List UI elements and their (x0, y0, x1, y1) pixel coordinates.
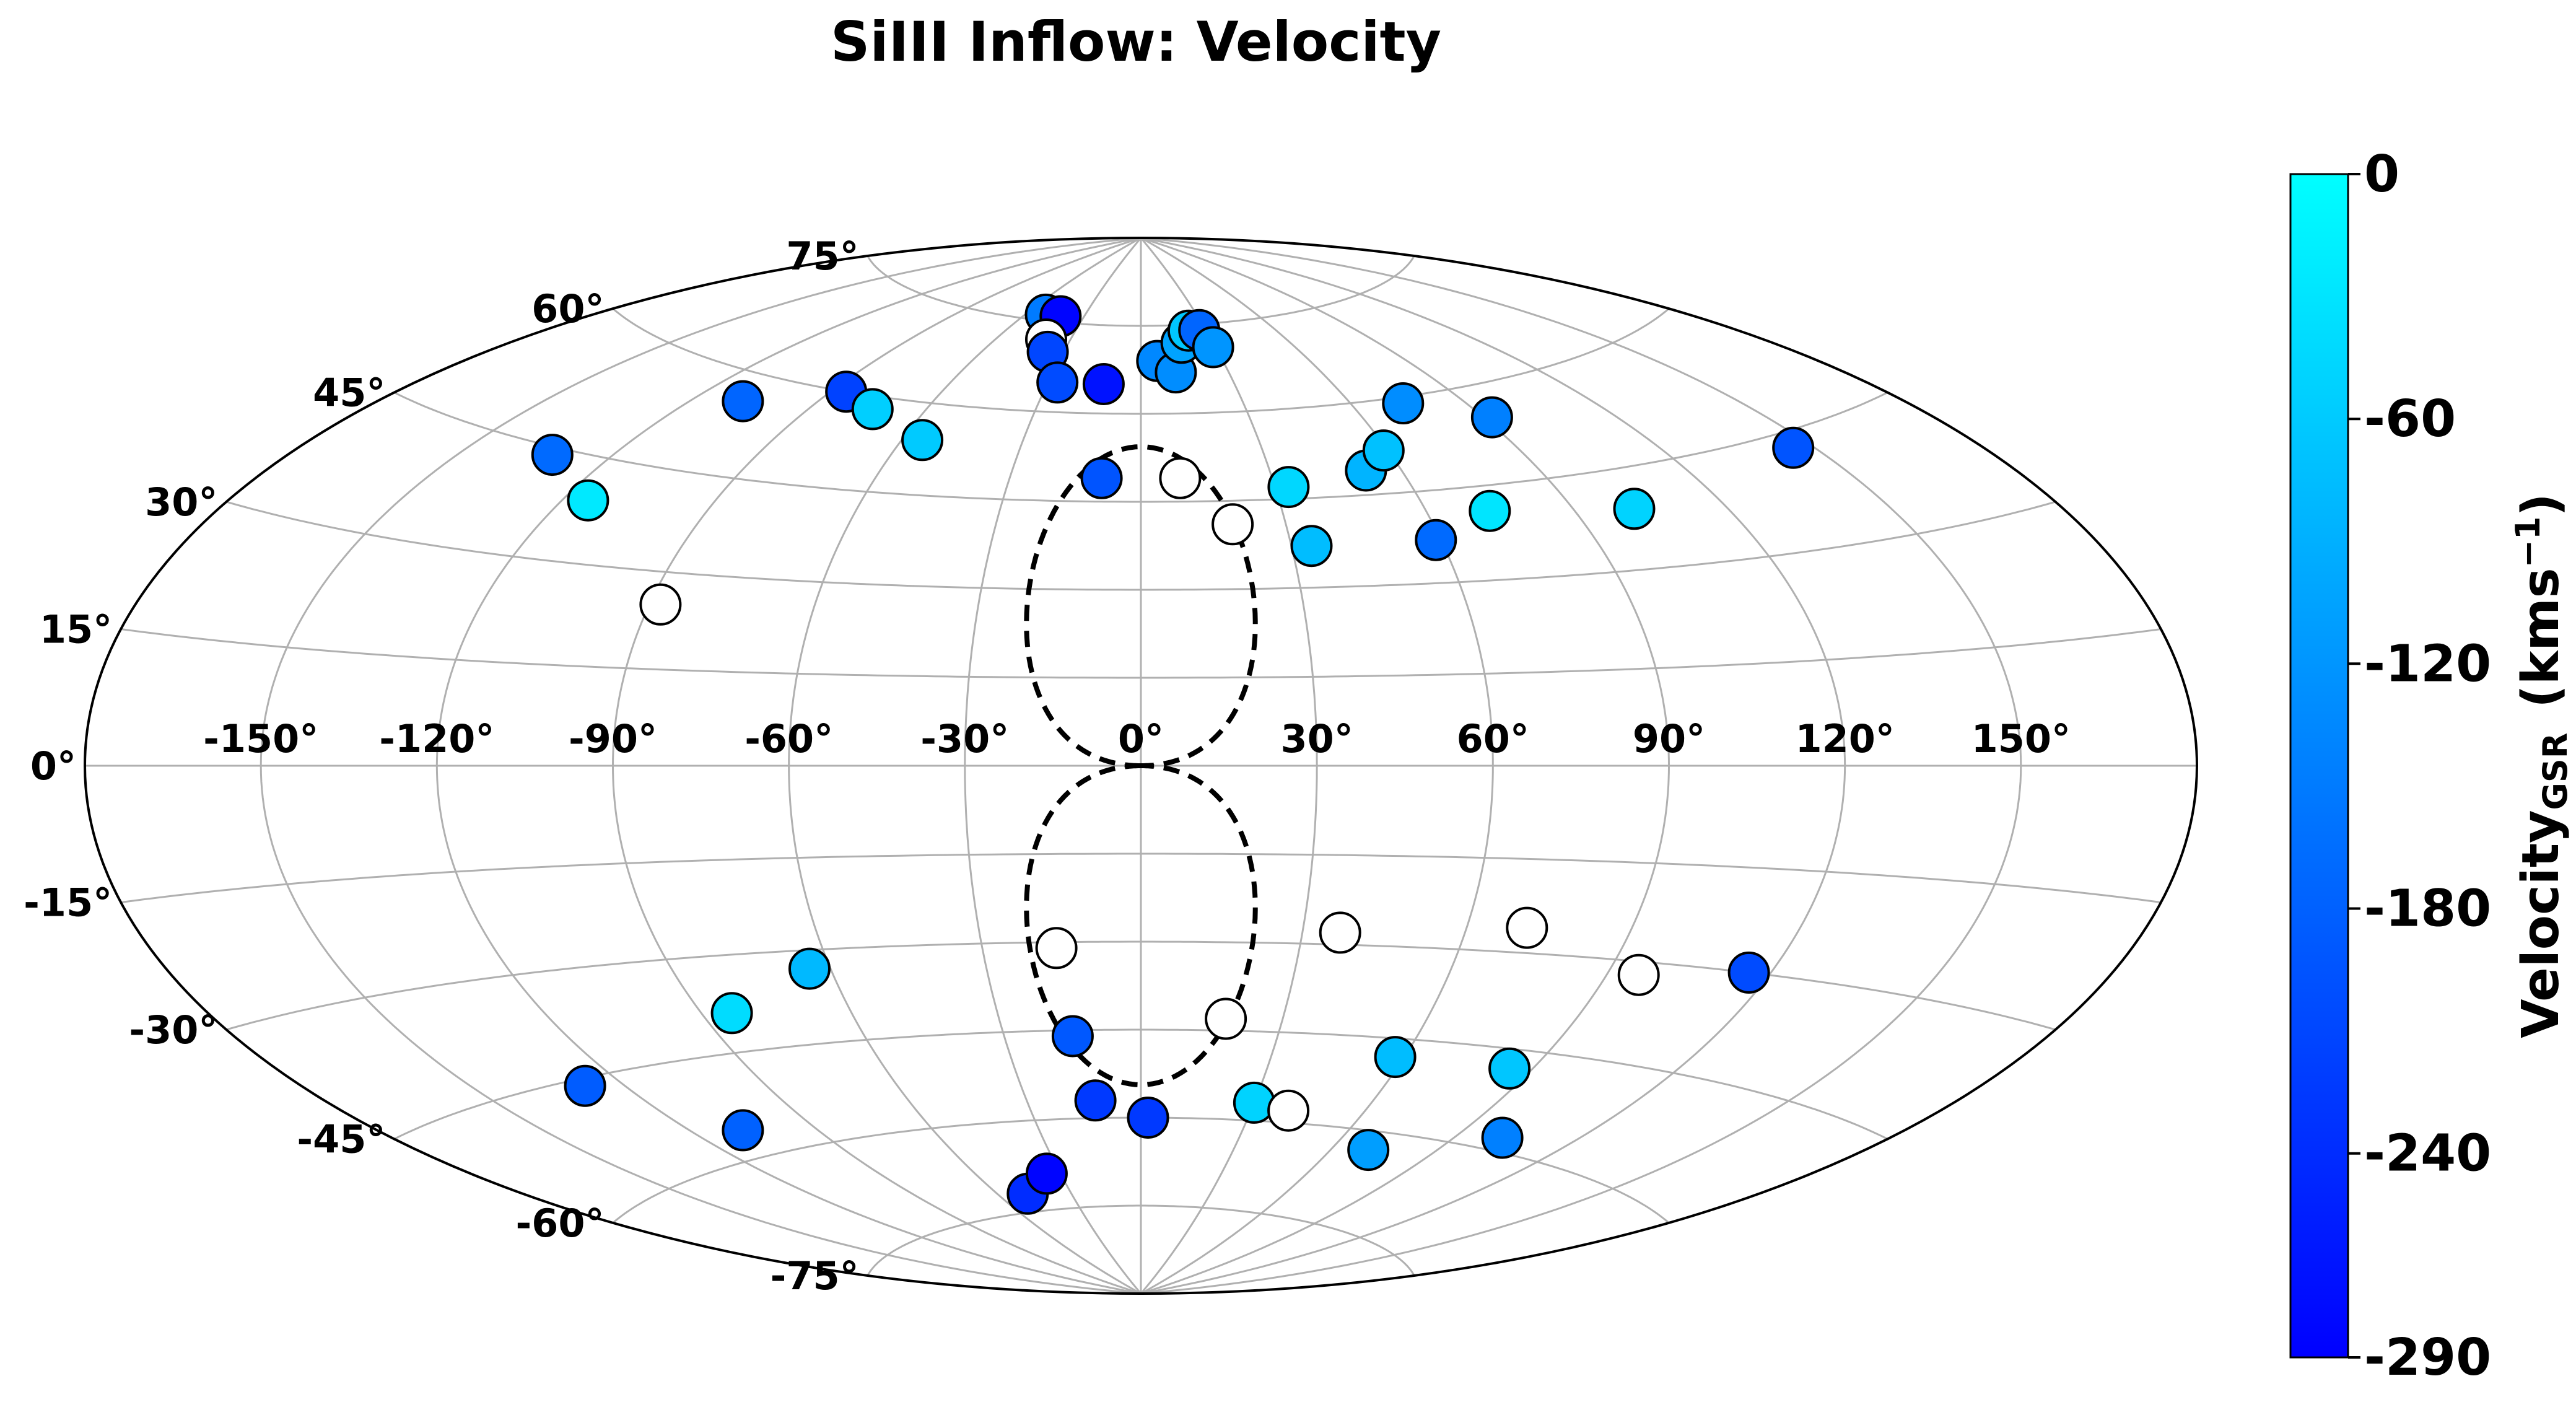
longitude-gridline (788, 237, 1142, 1295)
data-point (1025, 1152, 1068, 1195)
colorbar-label-subscript: GSR (2536, 733, 2575, 810)
data-point (788, 947, 831, 990)
data-point (1290, 525, 1333, 567)
data-point-empty (1319, 911, 1361, 954)
data-point (1382, 382, 1425, 424)
data-point (901, 419, 944, 462)
colorbar-label-text: Velocity (2512, 810, 2570, 1038)
longitude-gridline (964, 237, 1142, 1294)
longitude-tick-labels: -150° -120° -90° -60° -30° 0° 30° 60° 90° 120° 150… (203, 716, 2071, 761)
data-point (567, 479, 609, 522)
colorbar: 0 -60 -120 -180 -240 -290 VelocityGSR (kms−1) (2289, 145, 2575, 1387)
lat-tick-label: -15° (24, 880, 112, 926)
colorbar-units-superscript: −1 (2508, 517, 2548, 568)
data-point-empty (1212, 503, 1254, 546)
lon-tick-label: -90° (569, 716, 657, 761)
data-point (722, 380, 764, 423)
lat-tick-label: -60° (515, 1201, 604, 1246)
data-point (851, 388, 894, 431)
lon-tick-label: 60° (1457, 716, 1529, 761)
data-point (531, 434, 574, 476)
colorbar-units-close: ) (2512, 493, 2570, 516)
data-point (1233, 1081, 1275, 1124)
data-point (1362, 429, 1405, 472)
data-point (1374, 1036, 1417, 1079)
data-point (1347, 1129, 1390, 1172)
lat-tick-label: -75° (771, 1253, 859, 1299)
data-point-empty (1617, 953, 1660, 996)
data-point (1415, 519, 1457, 561)
longitude-gridline (435, 237, 1142, 1295)
lon-tick-label: 90° (1633, 716, 1705, 761)
lat-tick-label: 60° (531, 286, 604, 331)
data-point (1036, 361, 1079, 404)
chart-title: SiIII Inflow: Velocity (831, 10, 1441, 74)
data-point (1080, 457, 1123, 499)
data-point (564, 1064, 606, 1107)
colorbar-tick-label: -240 (2364, 1124, 2491, 1183)
colorbar-gradient (2289, 173, 2349, 1359)
lat-tick-label: -45° (297, 1117, 385, 1162)
data-point (1481, 1116, 1524, 1159)
data-point (710, 992, 753, 1035)
colorbar-label: VelocityGSR (kms−1) (2508, 493, 2575, 1038)
data-points (531, 293, 1815, 1215)
longitude-gridline (1140, 237, 1846, 1295)
data-point (1074, 1079, 1117, 1122)
colorbar-tick-label: -290 (2364, 1328, 2491, 1387)
lat-tick-label: 45° (313, 370, 385, 416)
latitude-tick-labels: -75° -60° -45° -30° -15° 0° 15° 30° 45° 60° 75° (24, 234, 859, 1299)
lon-tick-label: 30° (1281, 716, 1353, 761)
lon-tick-label: -60° (744, 716, 833, 761)
map-boundary (84, 237, 2198, 1295)
data-point-empty (639, 583, 682, 626)
colorbar-tick-label: 0 (2364, 145, 2399, 204)
data-point-empty (1205, 997, 1247, 1040)
lon-tick-label: 120° (1795, 716, 1894, 761)
data-point (722, 1109, 764, 1152)
lon-tick-label: -30° (920, 716, 1009, 761)
data-point (1470, 396, 1513, 439)
lat-tick-label: 15° (40, 607, 112, 652)
data-point (1051, 1015, 1094, 1058)
data-point-empty (1506, 906, 1548, 949)
data-point (1469, 489, 1511, 532)
data-point (1267, 466, 1310, 509)
data-point (1127, 1097, 1169, 1139)
data-point-empty (1267, 1089, 1310, 1132)
data-point-empty (1035, 927, 1078, 970)
data-point (1613, 488, 1656, 530)
data-point (1192, 326, 1234, 369)
data-point (1488, 1047, 1531, 1090)
colorbar-tick-label: -60 (2364, 390, 2456, 449)
lon-tick-label: -150° (203, 716, 318, 761)
lon-tick-label: -120° (379, 716, 494, 761)
colorbar-tick-label: -120 (2364, 634, 2491, 693)
longitude-gridline (1140, 237, 1494, 1295)
longitude-gridline (1140, 237, 2022, 1295)
lat-tick-label: -30° (129, 1007, 217, 1053)
lon-tick-label: 0° (1118, 716, 1164, 761)
lon-tick-label: 150° (1971, 716, 2071, 761)
lat-tick-label: 75° (786, 234, 858, 279)
data-point (1082, 363, 1125, 405)
lat-tick-label: 30° (145, 480, 217, 525)
colorbar-tick-label: -180 (2364, 880, 2491, 939)
data-point (1727, 951, 1770, 994)
longitude-gridline (1140, 237, 1670, 1295)
data-point-empty (1159, 457, 1202, 499)
lat-tick-label: 0° (30, 743, 76, 789)
colorbar-units: (kms (2512, 567, 2570, 708)
longitude-gridline (260, 237, 1142, 1295)
data-point (1772, 426, 1815, 469)
colorbar-ticks: 0 -60 -120 -180 -240 -290 (2348, 145, 2491, 1387)
